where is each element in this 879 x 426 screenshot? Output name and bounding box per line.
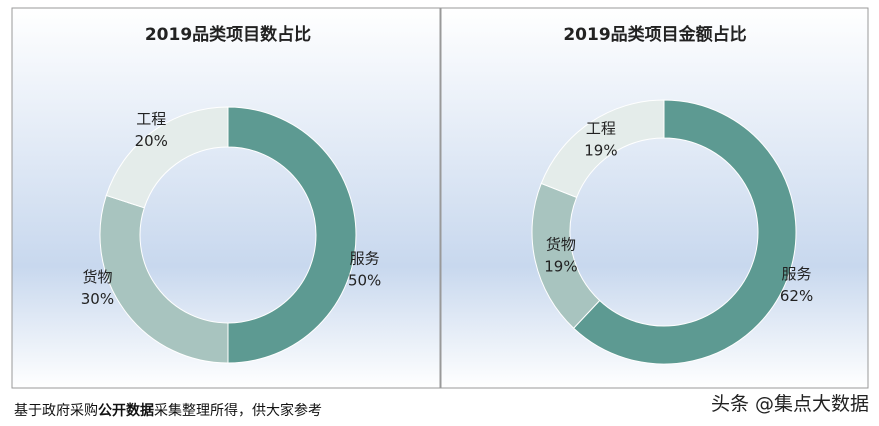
- chart-title: 2019品类项目数占比: [145, 24, 311, 45]
- value-label: 19%: [584, 142, 617, 160]
- value-label: 62%: [780, 287, 813, 305]
- value-label: 19%: [544, 258, 577, 276]
- category-label: 货物: [546, 236, 576, 254]
- chart-title: 2019品类项目金额占比: [563, 24, 746, 45]
- watermark: 头条 @集点大数据: [710, 393, 869, 415]
- donut-segment: [227, 106, 357, 364]
- note: 基于政府采购公开数据采集整理所得，供大家参考: [14, 400, 322, 420]
- donut-segment: [540, 99, 665, 199]
- panel: [440, 7, 869, 389]
- donut-segment: [105, 106, 229, 209]
- note-bold: 公开数据: [98, 403, 154, 419]
- value-label: 50%: [348, 272, 381, 290]
- category-label: 货物: [82, 268, 112, 286]
- note-text: 基于政府采购: [14, 403, 98, 419]
- category-label: 工程: [586, 120, 616, 138]
- donut-segment: [572, 99, 797, 365]
- value-label: 30%: [81, 290, 114, 308]
- category-label: 工程: [136, 110, 166, 128]
- category-label: 服务: [350, 250, 380, 268]
- value-label: 20%: [135, 132, 168, 150]
- category-label: 服务: [782, 265, 812, 283]
- note-text: 采集整理所得，供大家参考: [154, 403, 322, 419]
